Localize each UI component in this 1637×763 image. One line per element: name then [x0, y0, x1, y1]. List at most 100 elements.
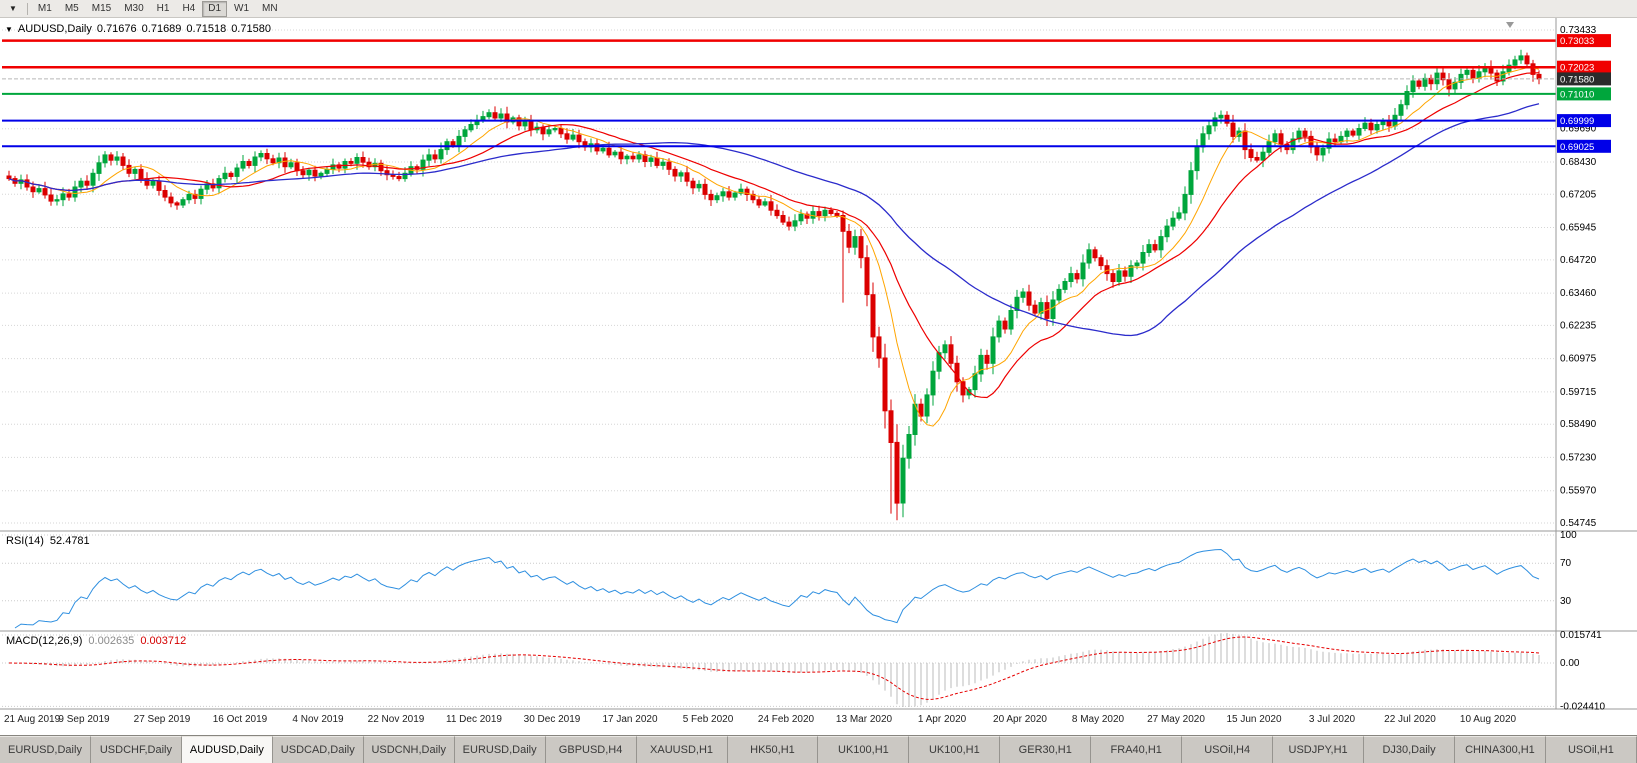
candle-body [1116, 270, 1122, 282]
candle-body [1218, 114, 1224, 119]
candle-body [918, 403, 924, 417]
candle-body [1038, 302, 1044, 314]
candle-body [888, 410, 894, 443]
price-axis-label: 0.54745 [1560, 518, 1597, 529]
date-axis-label: 17 Jan 2020 [602, 714, 657, 725]
candle-body [1320, 147, 1326, 156]
candle-body [420, 159, 426, 170]
candle-body [60, 193, 66, 201]
candle-body [222, 172, 228, 180]
candle-body [1470, 69, 1476, 79]
candle-body [216, 178, 222, 189]
timeframe-button-w1[interactable]: W1 [234, 2, 250, 14]
candle-body [1290, 138, 1296, 151]
tab-uk100-h1[interactable]: UK100,H1 [818, 736, 910, 763]
timeframe-button-m30[interactable]: M30 [124, 2, 144, 14]
candle-body [1092, 249, 1098, 259]
candle-body [612, 151, 618, 156]
date-axis-label: 27 Sep 2019 [134, 714, 191, 725]
timeframe-button-h1[interactable]: H1 [156, 2, 170, 14]
tab-fra40-h1[interactable]: FRA40,H1 [1091, 736, 1183, 763]
chart-canvas[interactable]: 0.73433 0.69690 0.68430 0.67205 0.65945 0.647… [0, 18, 1637, 735]
chart-dropdown-button[interactable]: ▼ [9, 3, 17, 13]
candle-body [678, 172, 684, 177]
candle-body [1500, 71, 1506, 82]
candle-body [1302, 130, 1308, 137]
timeframe-button-m15[interactable]: M15 [91, 2, 112, 14]
candle-body [360, 157, 366, 163]
macd-histogram [14, 633, 1540, 707]
date-axis-label: 5 Feb 2020 [683, 714, 734, 725]
candle-body [1296, 130, 1302, 140]
tab-audusd-daily-active[interactable]: AUDUSD,Daily [181, 736, 273, 763]
candle-body [1362, 122, 1368, 129]
candle-body [708, 193, 714, 201]
candle-body [696, 183, 702, 189]
candle-body [978, 354, 984, 375]
tab-xauusd-h1[interactable]: XAUUSD,H1 [636, 736, 728, 763]
timeframe-toolbar: ▼ M1 M5 M15 M30 H1 H4 D1 W1 MN [0, 0, 1637, 18]
candle-body [1368, 122, 1374, 131]
tab-hk50-h1[interactable]: HK50,H1 [727, 736, 819, 763]
timeframe-button-m5[interactable]: M5 [64, 2, 79, 14]
candle-body [24, 179, 30, 188]
tab-usdchf-daily[interactable]: USDCHF,Daily [90, 736, 182, 763]
macd-axis-label: 0.00 [1560, 658, 1580, 669]
candle-body [1164, 225, 1170, 238]
candle-body [258, 153, 264, 158]
candle-body [1008, 310, 1014, 330]
tab-ger30-h1[interactable]: GER30,H1 [1000, 736, 1092, 763]
candle-body [36, 188, 42, 193]
candle-body [690, 180, 696, 189]
candle-body [840, 215, 846, 232]
tab-eurusd-daily[interactable]: EURUSD,Daily [454, 736, 546, 763]
candle-body [78, 180, 84, 188]
tab-usoil-h1[interactable]: USOil,H1 [1545, 736, 1637, 763]
price-axis-label: 0.58490 [1560, 419, 1597, 430]
tab-china300-h1[interactable]: CHINA300,H1 [1455, 736, 1546, 763]
tab-usdcad-daily[interactable]: USDCAD,Daily [272, 736, 364, 763]
candle-body [1062, 281, 1068, 290]
price-badge [1557, 87, 1611, 101]
tab-usdcnh-daily[interactable]: USDCNH,Daily [363, 736, 455, 763]
candle-body [798, 213, 804, 222]
candle-body [630, 155, 636, 160]
tab-uk100-h1[interactable]: UK100,H1 [909, 736, 1001, 763]
timeframe-button-mn[interactable]: MN [262, 2, 278, 14]
candle-body [288, 162, 294, 168]
tab-gbpusd-h4[interactable]: GBPUSD,H4 [545, 736, 637, 763]
candle-body [552, 128, 558, 131]
tab-usdjpy-h1[interactable]: USDJPY,H1 [1273, 736, 1365, 763]
candle-body [1224, 114, 1230, 124]
candle-body [264, 153, 270, 160]
timeframe-button-h4[interactable]: H4 [182, 2, 196, 14]
candle-body [300, 170, 306, 176]
date-axis-label: 21 Aug 2019 [4, 714, 61, 725]
candle-body [42, 188, 48, 196]
candle-body [156, 180, 162, 191]
candle-body [270, 158, 276, 164]
tab-usoil-h4[interactable]: USOil,H4 [1182, 736, 1274, 763]
candle-body [1032, 304, 1038, 314]
date-axis-label: 16 Oct 2019 [213, 714, 268, 725]
price-axis-label: 0.60975 [1560, 354, 1597, 365]
candle-body [894, 441, 900, 504]
tab-eurusd-daily[interactable]: EURUSD,Daily [0, 736, 91, 763]
candle-body [324, 168, 330, 174]
candle-body [108, 154, 114, 161]
price-badge-label: 0.72023 [1560, 63, 1594, 74]
candle-body [1410, 80, 1416, 93]
timeframe-button-d1[interactable]: D1 [202, 0, 228, 17]
toolbar-separator [26, 2, 28, 15]
candle-body [906, 434, 912, 459]
candle-body [66, 193, 72, 198]
candle-body [1422, 77, 1428, 87]
tab-dj30-daily[interactable]: DJ30,Daily [1364, 736, 1455, 763]
candle-body [654, 157, 660, 166]
candle-body [1176, 212, 1182, 219]
candle-body [90, 172, 96, 186]
candle-body [924, 394, 930, 417]
candle-body [948, 344, 954, 364]
timeframe-button-m1[interactable]: M1 [37, 2, 52, 14]
candle-body [804, 213, 810, 219]
